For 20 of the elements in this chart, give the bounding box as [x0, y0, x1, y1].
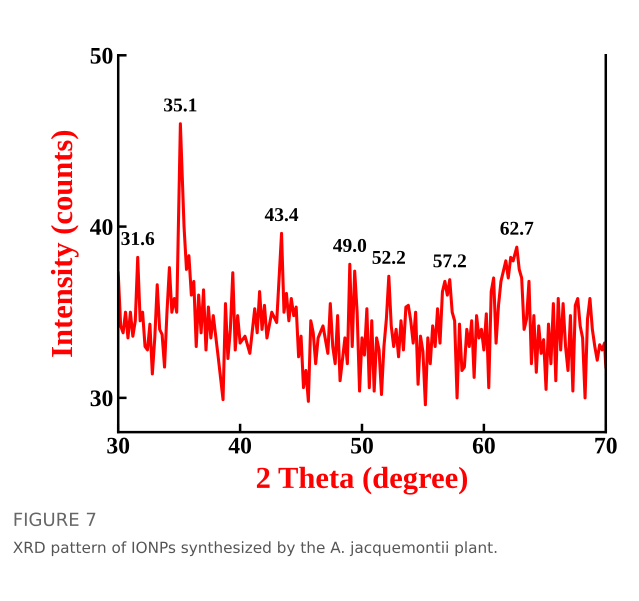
x-tick-label: 30: [107, 438, 130, 454]
text: XRD pattern of IONPs synthesized by the A. jacquemontii plant.: [13, 541, 496, 556]
y-tick-label: 50: [90, 48, 112, 64]
line-series: [118, 122, 606, 406]
y-tick-label: 40: [90, 219, 112, 235]
annotation: 35.1: [164, 98, 196, 112]
annotation: 43.4: [264, 208, 298, 222]
x-tick-label: 60: [472, 438, 495, 454]
annotation: 31.6: [121, 232, 154, 246]
annotation: 49.0: [333, 238, 366, 252]
x-tick-label: 50: [351, 438, 373, 454]
x-tick-label: 40: [228, 438, 252, 454]
y-tick-label: 30: [90, 390, 112, 406]
x-axis-title: 2 Theta (degree): [256, 466, 468, 495]
y-axis-title: Intensity (counts): [50, 130, 79, 357]
annotation: 62.7: [500, 222, 534, 235]
annotation: 52.2: [372, 250, 405, 264]
x-tick-label: 70: [595, 438, 617, 454]
annotation: 57.2: [434, 254, 466, 268]
caption: FIGURE 7: [14, 512, 96, 526]
